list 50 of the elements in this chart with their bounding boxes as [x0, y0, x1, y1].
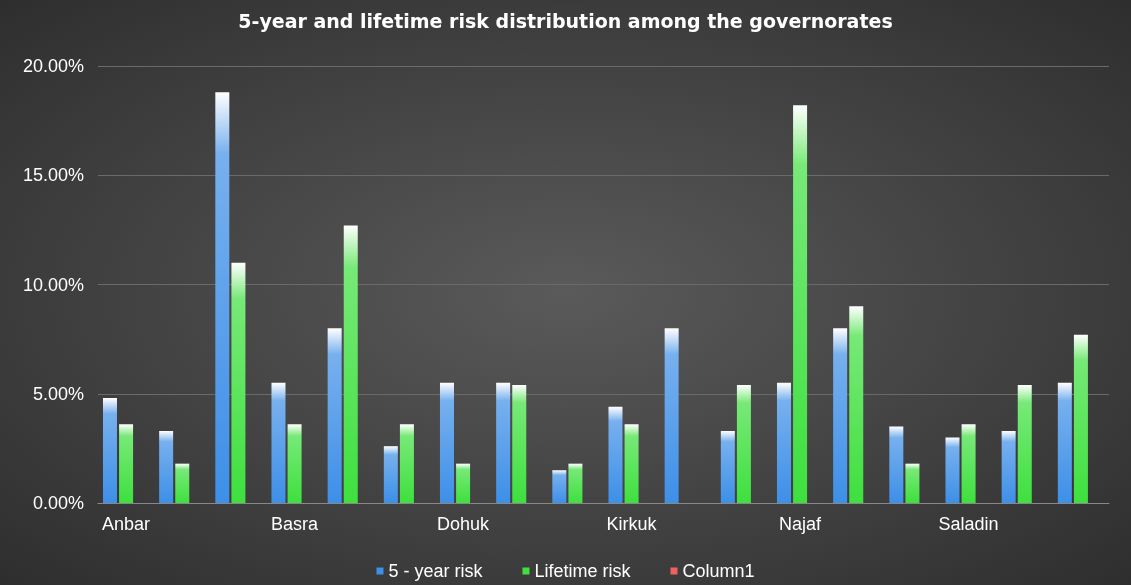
bar [736, 385, 751, 503]
bar [456, 463, 471, 503]
bar [439, 382, 454, 503]
bar [383, 446, 398, 503]
bar [552, 470, 567, 503]
bar [624, 424, 639, 503]
bar [215, 92, 230, 503]
y-tick-label: 15.00% [22, 165, 84, 186]
bar [833, 328, 848, 503]
bar [776, 382, 791, 503]
bar [327, 328, 342, 503]
x-tick-label: Anbar [102, 514, 151, 534]
bar [1057, 382, 1072, 503]
bar [568, 463, 583, 503]
legend-label: 5 - year risk [388, 561, 484, 581]
bar [175, 463, 190, 503]
bar [496, 382, 511, 503]
bar [1017, 385, 1032, 503]
y-tick-label: 5.00% [32, 383, 84, 404]
bar [608, 406, 623, 503]
bar [905, 463, 920, 503]
bar [287, 424, 302, 503]
bar [793, 105, 808, 503]
legend-label: Lifetime risk [534, 561, 632, 581]
bar [1073, 334, 1088, 503]
x-tick-label: Kirkuk [606, 514, 658, 534]
x-tick-label: Basra [271, 514, 320, 534]
x-tick-label: Saladin [938, 514, 999, 534]
y-tick-label: 10.00% [22, 274, 84, 295]
x-tick-label: Najaf [779, 514, 823, 534]
bar [271, 382, 286, 503]
bar [664, 328, 679, 503]
bar [961, 424, 976, 503]
bar [159, 430, 174, 503]
bar [231, 262, 246, 503]
bar [720, 430, 735, 503]
x-tick-label: Dohuk [437, 514, 491, 534]
chart-title: 5-year and lifetime risk distribution among the governorates [238, 9, 893, 32]
bar [102, 398, 117, 503]
bar [512, 385, 527, 503]
bar [889, 426, 904, 503]
bar [849, 306, 864, 503]
bar [399, 424, 414, 503]
y-tick-label: 0.00% [32, 493, 84, 513]
bar [343, 225, 358, 503]
legend-label: Column1 [682, 561, 755, 581]
bar [1001, 430, 1016, 503]
bar [945, 437, 960, 503]
bar [119, 424, 134, 503]
y-tick-label: 20.00% [22, 56, 84, 76]
